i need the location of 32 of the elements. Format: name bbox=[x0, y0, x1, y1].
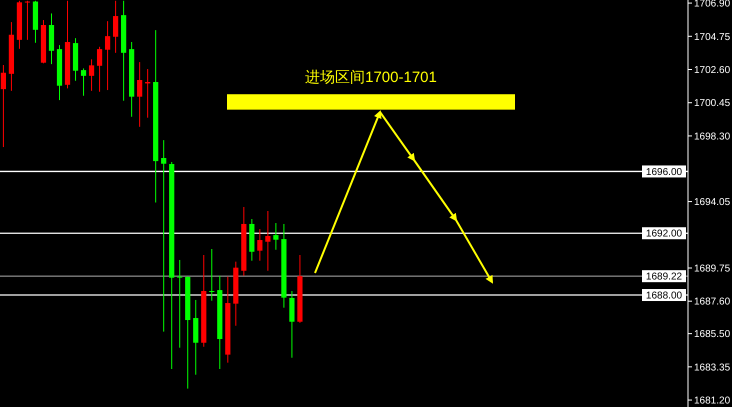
candlestick bbox=[209, 248, 214, 302]
ref-line-label: 1689.22 bbox=[646, 272, 683, 283]
y-tick-label: 1700.45 bbox=[694, 98, 731, 110]
y-tick-label: 1689.75 bbox=[694, 263, 731, 274]
y-tick-label: 1704.75 bbox=[694, 32, 731, 43]
candlestick bbox=[80, 68, 86, 96]
candlestick bbox=[96, 46, 102, 92]
band-label: 进场区间1700-1701 bbox=[305, 69, 437, 86]
candlestick bbox=[289, 290, 295, 358]
candlestick bbox=[161, 140, 166, 332]
y-tick-label: 1698.30 bbox=[694, 131, 731, 142]
candlestick bbox=[265, 210, 270, 272]
candlestick bbox=[257, 228, 262, 262]
y-tick-label: 1683.35 bbox=[694, 362, 731, 374]
candlestick bbox=[0, 64, 6, 148]
candlestick bbox=[177, 259, 182, 348]
ref-line-label: 1692.00 bbox=[646, 228, 683, 240]
ref-line-label: 1696.00 bbox=[646, 166, 683, 178]
y-tick-label: 1702.60 bbox=[694, 65, 731, 76]
candlestick bbox=[24, 0, 30, 40]
candlestick bbox=[112, 0, 118, 54]
y-tick-label: 1681.20 bbox=[694, 396, 731, 407]
candlestick bbox=[88, 58, 94, 92]
ref-line-label: 1688.00 bbox=[646, 290, 683, 302]
y-tick-label: 1706.90 bbox=[694, 0, 731, 10]
candlestick bbox=[145, 68, 150, 118]
candlestick bbox=[137, 62, 142, 128]
y-tick-label: 1685.50 bbox=[694, 329, 731, 340]
y-tick-label: 1694.05 bbox=[694, 197, 731, 208]
candlestick bbox=[273, 222, 278, 250]
y-tick-label: 1687.60 bbox=[694, 296, 731, 308]
candlestick bbox=[104, 20, 110, 91]
